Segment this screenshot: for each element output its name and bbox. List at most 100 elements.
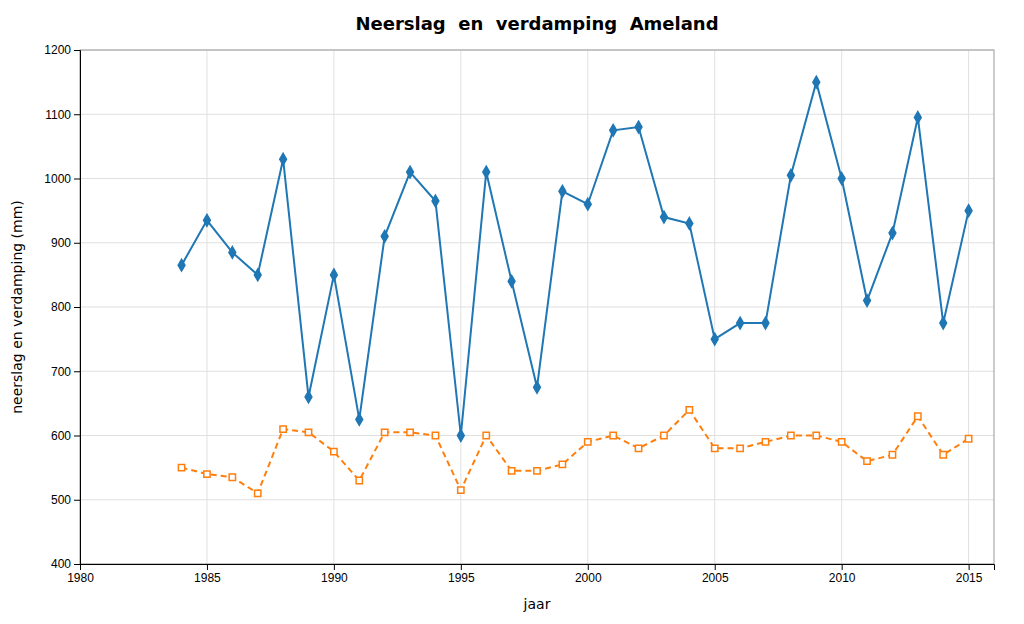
marker (204, 471, 210, 477)
marker (229, 247, 236, 259)
grid-line (80, 178, 994, 179)
marker (610, 432, 616, 438)
marker (965, 436, 971, 442)
marker (331, 448, 337, 454)
tick-label: 1100 (45, 108, 71, 122)
marker (229, 474, 235, 480)
tick-label: 2015 (956, 571, 983, 585)
marker (356, 477, 362, 483)
grid-line (968, 50, 969, 564)
tick-label: 1980 (67, 571, 94, 585)
marker (813, 76, 820, 88)
tick: 500 (51, 493, 80, 507)
marker (864, 295, 871, 307)
marker (381, 230, 388, 242)
marker (965, 205, 972, 217)
marker (762, 317, 769, 329)
x-axis-title: jaar (523, 596, 551, 612)
grid-line (714, 50, 715, 564)
marker (788, 432, 794, 438)
y-axis: 400500600700800900100011001200 (44, 43, 80, 571)
y-axis-title: neerslag en verdamping (mm) (9, 200, 25, 414)
tick: 1985 (194, 564, 221, 585)
series-markers (178, 76, 972, 441)
marker (559, 185, 566, 197)
tick: 800 (51, 300, 80, 314)
marker (585, 439, 591, 445)
tick-label: 2005 (702, 571, 729, 585)
marker (255, 490, 261, 496)
marker (483, 432, 489, 438)
tick: 2015 (956, 564, 983, 585)
marker (686, 218, 693, 230)
plot-frame (80, 50, 994, 564)
marker (940, 452, 946, 458)
marker (787, 169, 794, 181)
tick-label: 2010 (829, 571, 856, 585)
title: Neerslag en verdamping Ameland (355, 13, 718, 34)
tick-label: 1985 (194, 571, 221, 585)
grid-line (206, 50, 207, 564)
grid-line (80, 499, 994, 500)
tick-mark (74, 114, 80, 115)
grid-line (587, 50, 588, 564)
tick: 1990 (321, 564, 348, 585)
tick-mark (461, 564, 462, 570)
tick-label: 2000 (575, 571, 602, 585)
marker (305, 391, 312, 403)
marker (534, 468, 540, 474)
marker (914, 112, 921, 124)
tick: 2000 (575, 564, 602, 585)
marker (407, 166, 414, 178)
marker (382, 429, 388, 435)
axis-line (81, 565, 995, 571)
marker (584, 198, 591, 210)
tick-mark (74, 371, 80, 372)
marker (483, 166, 490, 178)
tick-mark (74, 243, 80, 244)
plot: 1980198519901995200020052010201540050060… (44, 43, 994, 584)
marker (356, 414, 363, 426)
series-line (182, 410, 969, 494)
tick-label: 800 (51, 300, 71, 314)
tick-label: 1990 (321, 571, 348, 585)
marker (711, 333, 718, 345)
axis-line (74, 51, 81, 565)
marker (559, 461, 565, 467)
marks (178, 76, 972, 496)
marker (661, 211, 668, 223)
marker (737, 317, 744, 329)
marker (178, 259, 185, 271)
marker (635, 121, 642, 133)
marker (534, 381, 541, 393)
tick-mark (74, 50, 80, 51)
tick-mark (74, 307, 80, 308)
marker (635, 445, 641, 451)
marker (813, 432, 819, 438)
tick-label: 1995 (448, 571, 475, 585)
tick-label: 600 (51, 429, 71, 443)
marker (178, 464, 184, 470)
marker (280, 153, 287, 165)
marker (661, 432, 667, 438)
marker (915, 413, 921, 419)
marker (686, 407, 692, 413)
tick: 1100 (45, 108, 80, 122)
series-markers (178, 407, 971, 497)
grid (80, 50, 994, 564)
marker (457, 430, 464, 442)
marker (610, 124, 617, 136)
marker (889, 227, 896, 239)
tick-mark (74, 500, 80, 501)
grid-line (80, 114, 994, 115)
marker (508, 275, 515, 287)
marker (737, 445, 743, 451)
marker (305, 429, 311, 435)
tick: 1000 (44, 172, 80, 186)
marker (432, 432, 438, 438)
tick-mark (74, 179, 80, 180)
marker (458, 487, 464, 493)
tick: 1980 (67, 564, 94, 585)
tick: 900 (51, 236, 80, 250)
tick-mark (74, 436, 80, 437)
